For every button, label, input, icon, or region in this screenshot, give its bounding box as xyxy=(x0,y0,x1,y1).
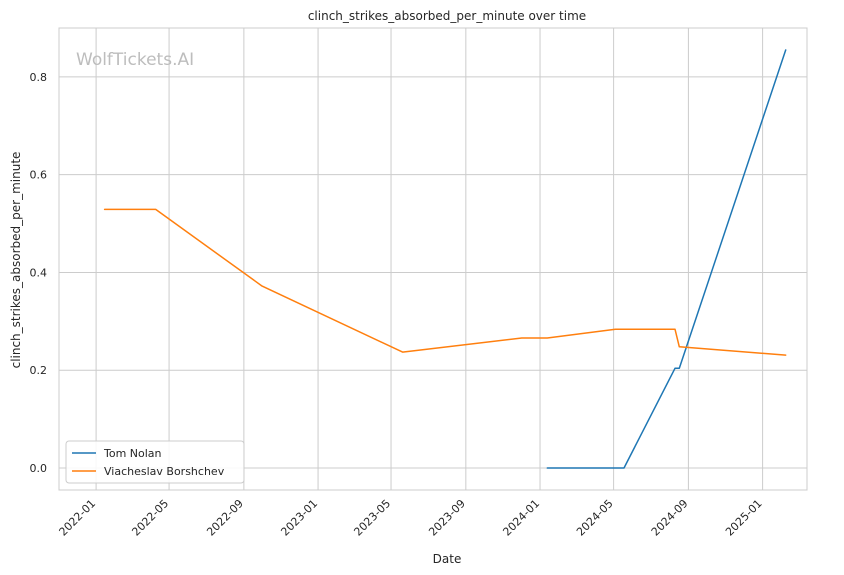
x-tick-label: 2024-09 xyxy=(649,497,691,539)
x-tick-label: 2022-09 xyxy=(204,497,246,539)
x-tick-labels: 2022-01 2022-05 2022-09 2023-01 2023-05 2023-… xyxy=(57,497,765,539)
series-line-viacheslav-borshchev xyxy=(103,208,787,356)
x-tick-label: 2023-05 xyxy=(351,497,393,539)
y-tick-label: 0.0 xyxy=(30,462,48,475)
x-tick-label: 2024-01 xyxy=(500,497,542,539)
watermark: WolfTickets.AI xyxy=(76,50,194,70)
series-lines xyxy=(103,49,787,469)
x-tick-label: 2025-01 xyxy=(723,497,765,539)
grid xyxy=(59,28,807,490)
x-tick-label: 2023-09 xyxy=(426,497,468,539)
x-tick-label: 2022-01 xyxy=(57,497,99,539)
y-tick-label: 0.4 xyxy=(30,266,48,279)
x-tick-label: 2023-01 xyxy=(278,497,320,539)
legend-entry: Viacheslav Borshchev xyxy=(104,465,225,478)
y-tick-label: 0.6 xyxy=(30,169,48,182)
plot-area xyxy=(58,27,808,491)
legend-box xyxy=(65,440,245,484)
chart-title: clinch_strikes_absorbed_per_minute over … xyxy=(308,9,586,23)
legend: Tom Nolan Viacheslav Borshchev xyxy=(65,440,245,484)
x-tick-label: 2024-05 xyxy=(574,497,616,539)
y-tick-label: 0.2 xyxy=(30,364,48,377)
y-axis-label: clinch_strikes_absorbed_per_minute xyxy=(9,152,23,369)
legend-entry: Tom Nolan xyxy=(103,447,162,460)
x-tick-label: 2022-05 xyxy=(129,497,171,539)
y-tick-labels: 0.0 0.2 0.4 0.6 0.8 xyxy=(30,71,48,475)
x-axis-label: Date xyxy=(433,552,462,566)
series-line-tom-nolan xyxy=(546,49,787,469)
y-tick-label: 0.8 xyxy=(30,71,48,84)
